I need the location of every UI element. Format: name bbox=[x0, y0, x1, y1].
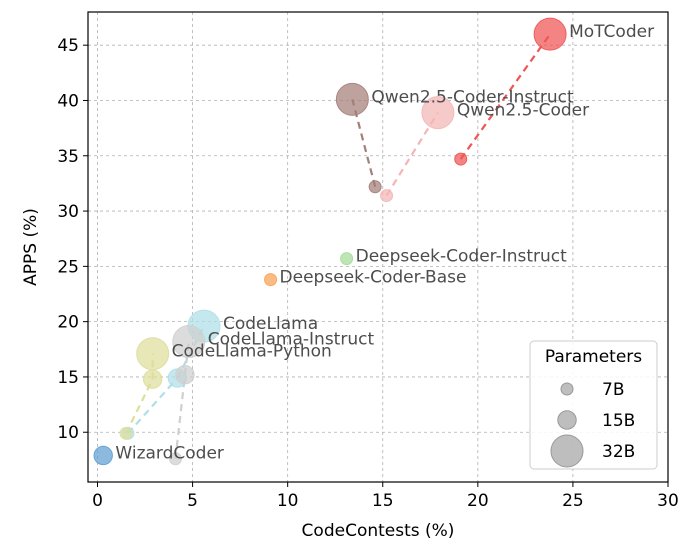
data-point bbox=[380, 189, 394, 203]
y-tick-label: 35 bbox=[57, 147, 79, 167]
point-label: CodeLlama bbox=[223, 314, 318, 334]
point-label: Deepseek-Coder-Base bbox=[280, 268, 467, 288]
data-point bbox=[335, 82, 369, 116]
x-tick-label: 5 bbox=[187, 491, 198, 511]
y-tick-label: 10 bbox=[57, 423, 79, 443]
x-tick-label: 30 bbox=[657, 491, 679, 511]
point-labels: MoTCoder Qwen2.5-Coder-InstructQwen2.5-Co… bbox=[115, 22, 654, 463]
data-point bbox=[421, 96, 455, 130]
point-label: Qwen2.5-Coder bbox=[457, 101, 589, 121]
grid-lines bbox=[88, 12, 669, 482]
point-label: CodeLlama-Instruct bbox=[208, 330, 375, 350]
x-tick-label: 25 bbox=[562, 491, 584, 511]
y-tick-label: 15 bbox=[57, 368, 79, 388]
legend-label: 7B bbox=[602, 380, 624, 400]
point-label: MoTCoder bbox=[569, 22, 654, 42]
y-tick-label: 45 bbox=[57, 36, 79, 56]
axis-ticks: 0 5 10 15 20 25 30 10 15 20 25 30 35 40 45 bbox=[57, 36, 678, 511]
plot-frame bbox=[87, 11, 669, 483]
data-point bbox=[368, 180, 382, 194]
series-connector bbox=[174, 374, 187, 459]
data-point bbox=[142, 369, 163, 389]
data-points bbox=[93, 17, 567, 466]
data-point bbox=[264, 273, 278, 287]
data-point bbox=[119, 426, 133, 440]
data-point bbox=[175, 365, 195, 385]
series-connector bbox=[125, 378, 154, 434]
point-label: CodeLlama-Python bbox=[172, 342, 332, 362]
y-tick-label: 30 bbox=[57, 202, 79, 222]
legend-title: Parameters bbox=[545, 347, 642, 367]
legend: Parameters 7B 15B 32B bbox=[529, 340, 658, 470]
series-connector bbox=[127, 377, 179, 435]
data-point bbox=[168, 452, 182, 466]
x-tick-label: 20 bbox=[467, 491, 489, 511]
y-tick-label: 20 bbox=[57, 313, 79, 333]
x-tick-label: 15 bbox=[372, 491, 394, 511]
legend-marker bbox=[557, 410, 577, 430]
series-connector bbox=[385, 112, 439, 197]
x-axis-label: CodeContests (%) bbox=[302, 521, 455, 541]
legend-marker bbox=[550, 434, 584, 468]
data-point bbox=[136, 337, 170, 371]
point-label: Deepseek-Coder-Instruct bbox=[356, 247, 568, 267]
point-label: WizardCoder bbox=[115, 443, 224, 463]
legend-label: 15B bbox=[602, 411, 635, 431]
x-tick-label: 10 bbox=[277, 491, 299, 511]
data-point bbox=[454, 152, 468, 166]
legend-label: 32B bbox=[602, 442, 635, 462]
point-label: Qwen2.5-Coder-Instruct bbox=[371, 87, 574, 107]
data-point bbox=[340, 252, 354, 266]
series-connector bbox=[459, 33, 551, 160]
y-tick-label: 40 bbox=[57, 91, 79, 111]
data-point bbox=[533, 17, 567, 51]
y-tick-label: 25 bbox=[57, 257, 79, 277]
data-point bbox=[93, 445, 113, 466]
legend-marker bbox=[560, 382, 574, 396]
x-tick-label: 0 bbox=[92, 491, 103, 511]
y-axis-label: APPS (%) bbox=[21, 208, 41, 286]
data-point bbox=[172, 325, 206, 359]
